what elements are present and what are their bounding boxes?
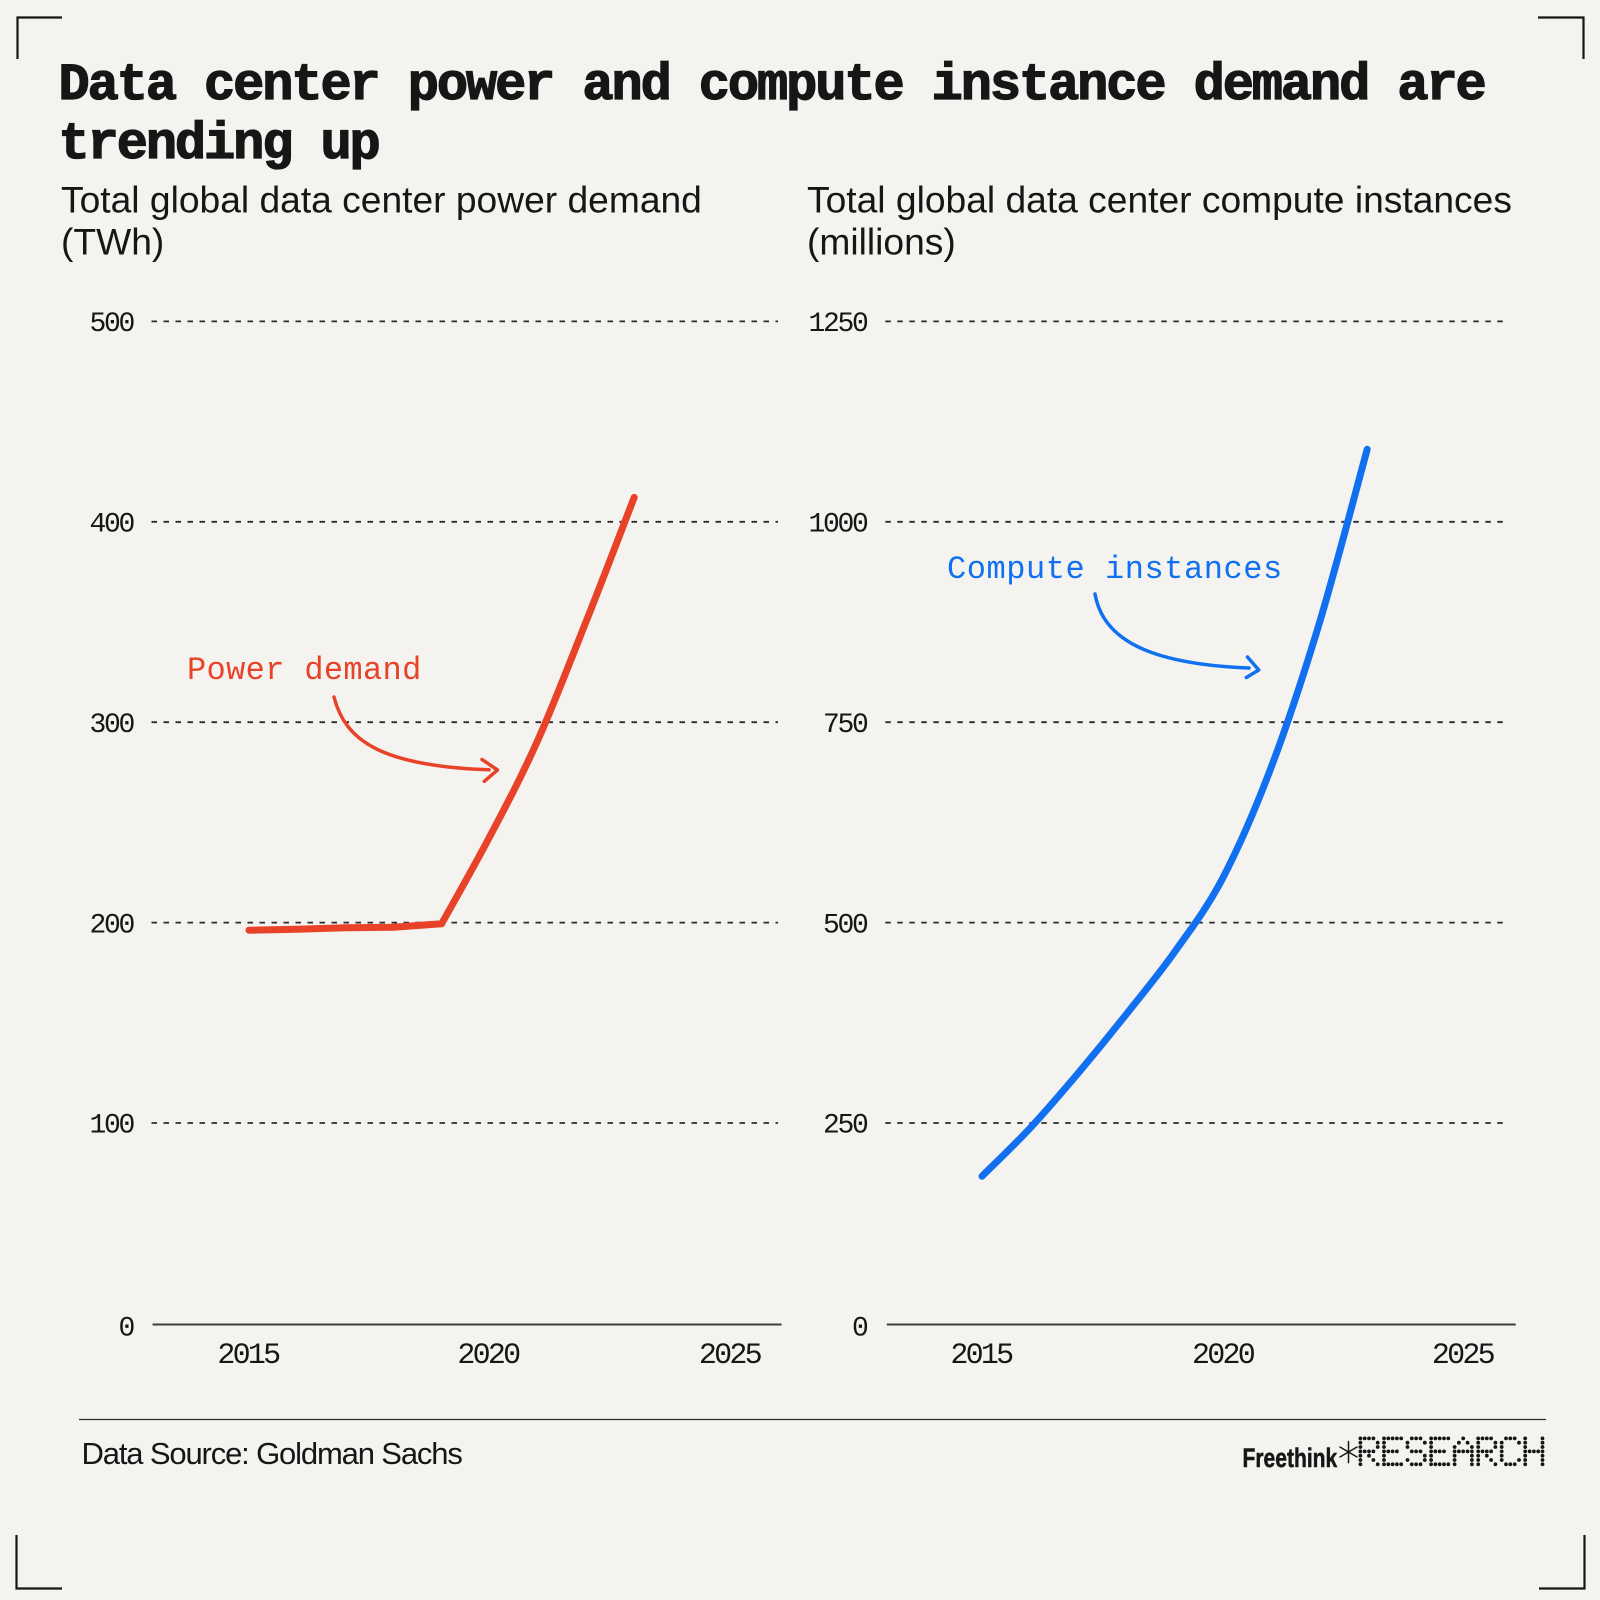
svg-text:2020: 2020: [457, 1339, 520, 1373]
svg-text:Data center power and compute: Data center power and compute instance d…: [59, 56, 1485, 115]
svg-text:Freethink: Freethink: [1243, 1444, 1338, 1474]
svg-text:300: 300: [89, 710, 134, 741]
svg-text:250: 250: [823, 1111, 868, 1142]
svg-text:trending up: trending up: [59, 115, 379, 174]
svg-text:Data Source: Goldman Sachs: Data Source: Goldman Sachs: [82, 1436, 463, 1471]
svg-text:0: 0: [852, 1313, 868, 1344]
svg-text:0: 0: [118, 1313, 134, 1344]
svg-text:1250: 1250: [808, 309, 868, 340]
svg-text:500: 500: [89, 309, 134, 340]
svg-text:2015: 2015: [217, 1339, 280, 1373]
svg-text:Power demand: Power demand: [187, 652, 422, 689]
svg-text:(TWh): (TWh): [61, 221, 164, 263]
svg-text:1000: 1000: [808, 510, 868, 541]
svg-text:Total global data center power: Total global data center power demand: [61, 179, 702, 221]
svg-text:Total global data center compu: Total global data center compute instanc…: [807, 179, 1512, 221]
svg-text:(millions): (millions): [807, 221, 956, 263]
svg-text:Compute instances: Compute instances: [947, 551, 1283, 588]
svg-text:2015: 2015: [950, 1339, 1013, 1373]
svg-text:100: 100: [89, 1111, 134, 1142]
svg-text:2020: 2020: [1192, 1339, 1255, 1373]
svg-text:500: 500: [823, 910, 868, 941]
svg-text:2025: 2025: [699, 1339, 762, 1373]
svg-text:2025: 2025: [1432, 1339, 1495, 1373]
svg-text:750: 750: [823, 710, 868, 741]
svg-text:400: 400: [89, 510, 134, 541]
svg-text:200: 200: [89, 910, 134, 941]
